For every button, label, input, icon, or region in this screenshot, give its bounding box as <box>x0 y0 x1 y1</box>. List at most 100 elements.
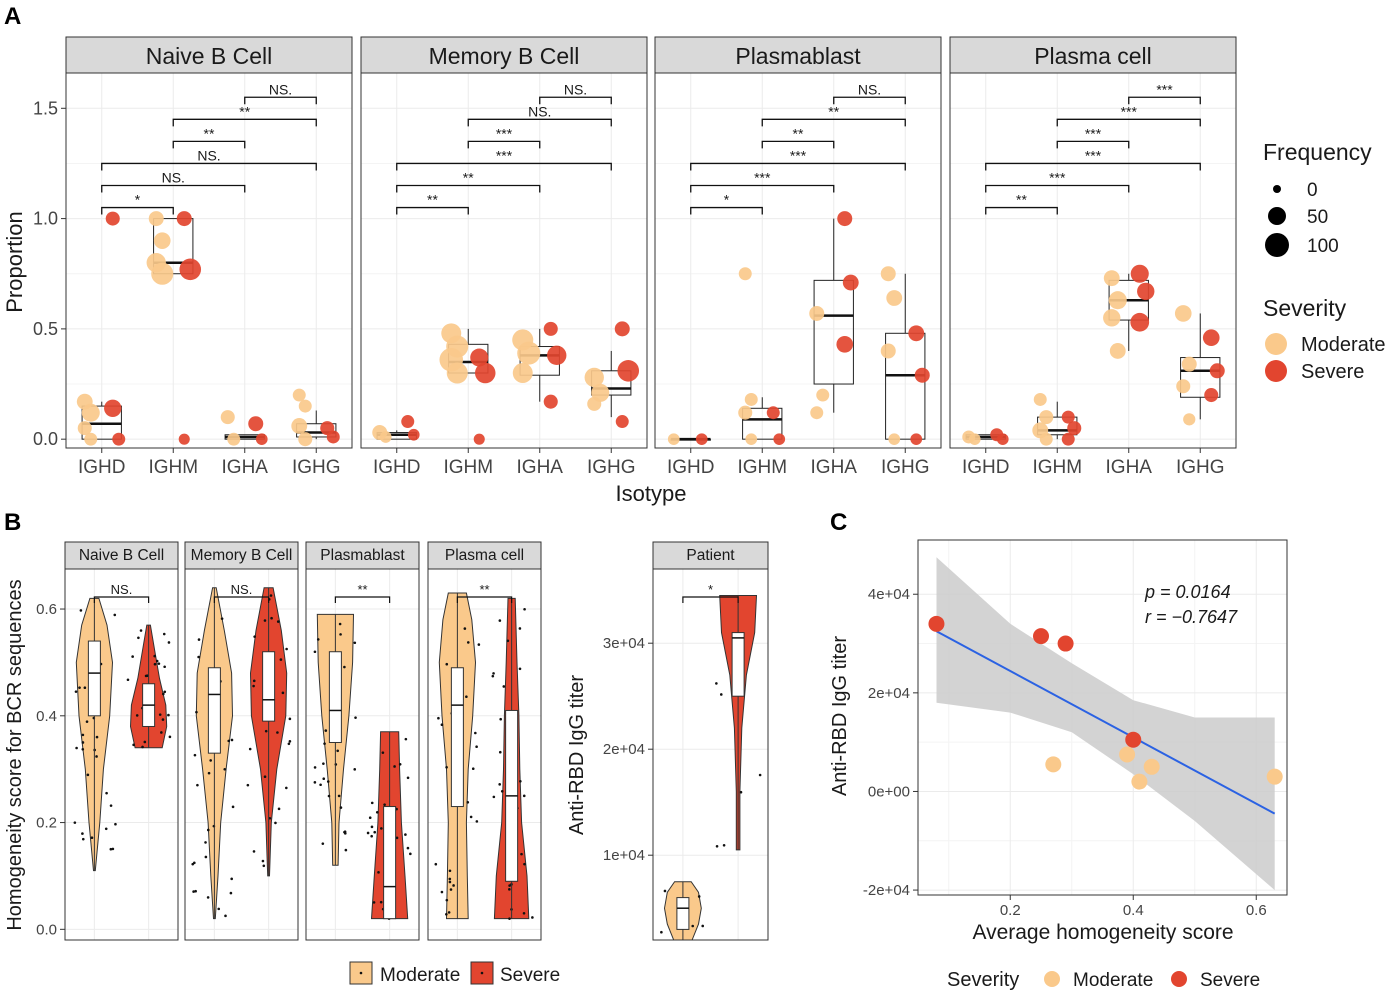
jitter-point <box>322 777 326 781</box>
facet-title: Plasmablast <box>320 547 405 564</box>
facet-title: Naive B Cell <box>146 43 273 69</box>
jitter-point <box>81 747 85 751</box>
signif-label: NS. <box>197 147 220 163</box>
jitter-point <box>263 619 267 622</box>
x-tick-label: IGHD <box>373 457 421 478</box>
confidence-band <box>936 557 1275 891</box>
data-point <box>1067 421 1082 436</box>
jitter-point <box>81 741 85 744</box>
signif-bracket <box>985 184 1130 193</box>
y-tick-label: -2e+04 <box>863 882 910 899</box>
jitter-point <box>522 911 526 915</box>
signif-bracket <box>101 184 246 193</box>
legend-key <box>1044 971 1060 987</box>
legend-size-key <box>1273 185 1281 193</box>
signif-bracket <box>213 596 270 603</box>
jitter-point <box>466 800 470 804</box>
data-point <box>886 290 903 306</box>
data-point <box>842 274 859 291</box>
jitter-point <box>95 755 98 758</box>
signif-label: NS. <box>269 81 292 97</box>
jitter-point <box>469 815 473 819</box>
jitter-point <box>448 877 452 881</box>
signif-bracket <box>1056 118 1201 127</box>
jitter-point <box>248 747 252 751</box>
signif-label: ** <box>427 192 438 208</box>
jitter-point <box>327 794 331 798</box>
box <box>262 651 276 722</box>
jitter-point <box>445 662 449 666</box>
data-point <box>379 431 392 443</box>
signif-label: * <box>135 192 141 208</box>
plot-background <box>655 73 941 448</box>
signif-label: NS. <box>858 81 881 97</box>
data-point <box>584 367 604 388</box>
signif-bracket <box>690 162 906 171</box>
jitter-point <box>321 842 325 845</box>
y-tick-label: 0.4 <box>36 708 57 725</box>
jitter-point <box>440 890 444 894</box>
data-point <box>1103 270 1120 287</box>
jitter-point <box>313 766 317 769</box>
data-point <box>888 433 901 446</box>
jitter-point <box>368 816 372 819</box>
jitter-point <box>227 739 231 743</box>
facet-a-2: Plasmablast***********NS.IGHD IGHM IGHA IGH… <box>654 36 942 478</box>
legend-label: Moderate <box>380 965 460 986</box>
jitter-point <box>157 662 161 665</box>
jitter-point <box>204 855 208 859</box>
jitter-point <box>253 635 256 638</box>
jitter-point <box>276 731 279 734</box>
data-point <box>81 403 100 422</box>
jitter-point <box>287 742 291 746</box>
signif-bracket <box>244 96 317 105</box>
jitter-point <box>220 617 224 620</box>
data-point <box>326 430 340 444</box>
signif-bracket <box>172 140 246 149</box>
jitter-point <box>506 639 510 643</box>
facet-strip <box>427 541 542 570</box>
jitter-point <box>274 821 277 825</box>
data-point <box>1204 388 1219 403</box>
signif-bracket <box>985 206 1058 215</box>
jitter-point <box>167 713 170 717</box>
signif-label: *** <box>1085 125 1102 141</box>
jitter-point <box>492 672 495 675</box>
data-point <box>105 211 120 226</box>
data-point <box>1103 309 1121 327</box>
data-point <box>837 211 853 227</box>
box <box>87 640 101 717</box>
y-tick-label: 0.2 <box>36 815 57 832</box>
plot-border <box>184 568 299 941</box>
data-point <box>1108 291 1127 310</box>
y-axis-title: Anti-RBD IgG titer <box>829 636 851 796</box>
jitter-point <box>224 914 227 918</box>
data-point <box>1137 282 1155 301</box>
panel-label-c: C <box>830 509 847 536</box>
data-point <box>112 432 126 446</box>
jitter-point <box>337 794 341 798</box>
signif-bracket <box>761 118 906 127</box>
signif-label: *** <box>1121 103 1138 119</box>
signif-label: ** <box>479 582 489 597</box>
data-point <box>248 416 264 432</box>
scatter-point <box>1057 635 1074 652</box>
x-tick-label: IGHG <box>1176 457 1225 478</box>
legend-b: Moderate Severe <box>349 961 560 986</box>
facet-strip <box>654 36 942 74</box>
data-point <box>255 433 268 446</box>
jitter-point <box>344 848 348 852</box>
jitter-point <box>758 773 762 777</box>
jitter-point <box>155 659 159 663</box>
signif-bracket <box>396 206 469 215</box>
legend-size-label: 0 <box>1307 180 1318 201</box>
data-point <box>1176 379 1191 394</box>
jitter-point <box>491 674 495 678</box>
jitter-point <box>204 841 207 844</box>
jitter-point <box>336 749 339 753</box>
jitter-point <box>276 620 280 623</box>
facet-strip <box>360 36 648 74</box>
box <box>676 897 690 930</box>
jitter-point <box>191 862 195 866</box>
